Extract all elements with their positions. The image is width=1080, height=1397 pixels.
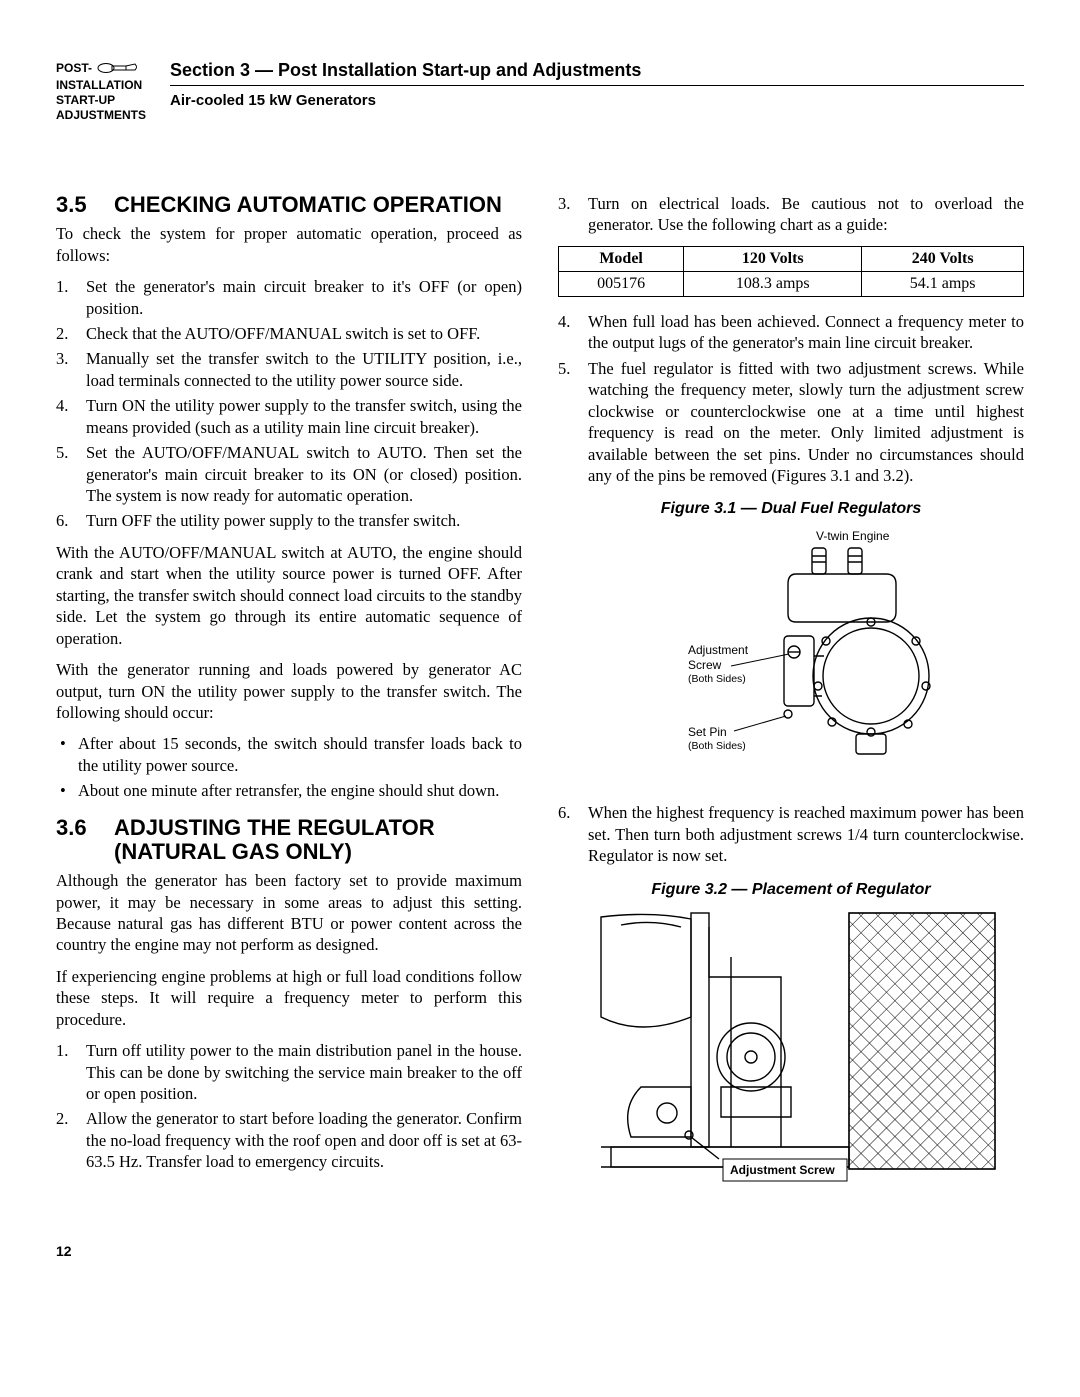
- table-row: Model 120 Volts 240 Volts: [559, 246, 1024, 271]
- sec35-intro: To check the system for proper automatic…: [56, 223, 522, 266]
- fig-label: Set Pin: [688, 725, 727, 739]
- heading-3-5: 3.5 CHECKING AUTOMATIC OPERATION: [56, 193, 522, 217]
- fig-label: Screw: [688, 658, 722, 672]
- th-model: Model: [559, 246, 684, 271]
- regulator-diagram-icon: V-twin Engine Adjustment Screw (Both Sid…: [626, 526, 956, 786]
- figure-3-1: V-twin Engine Adjustment Screw (Both Sid…: [558, 526, 1024, 786]
- badge-l4: ADJUSTMENTS: [56, 108, 146, 122]
- sec36-p1: Although the generator has been factory …: [56, 870, 522, 956]
- heading-title: ADJUSTING THE REGULATOR (NATURAL GAS ONL…: [114, 816, 522, 864]
- list-item: About one minute after retransfer, the e…: [56, 780, 522, 801]
- placement-diagram-icon: Adjustment Screw: [581, 907, 1001, 1197]
- sec35-bullets: After about 15 seconds, the switch shoul…: [56, 733, 522, 801]
- sec35-p2: With the generator running and loads pow…: [56, 659, 522, 723]
- table-row: 005176 108.3 amps 54.1 amps: [559, 271, 1024, 296]
- header-text: Section 3 — Post Installation Start-up a…: [170, 60, 1024, 109]
- badge-l2: INSTALLATION: [56, 78, 142, 92]
- heading-num: 3.5: [56, 193, 114, 217]
- list-item: After about 15 seconds, the switch shoul…: [56, 733, 522, 776]
- fig-label: Adjustment: [688, 643, 749, 657]
- heading-3-6: 3.6 ADJUSTING THE REGULATOR (NATURAL GAS…: [56, 816, 522, 864]
- section-title: Section 3 — Post Installation Start-up a…: [170, 60, 1024, 86]
- screwdriver-icon: [97, 60, 137, 78]
- subtitle: Air-cooled 15 kW Generators: [170, 92, 1024, 109]
- th-120v: 120 Volts: [684, 246, 862, 271]
- page-number: 12: [56, 1243, 1024, 1259]
- fig2-label: Adjustment Screw: [730, 1163, 835, 1177]
- side-badge: POST- INSTALLATION START-UP ADJUSTMENTS: [56, 60, 146, 123]
- list-item: Set the AUTO/OFF/MANUAL switch to AUTO. …: [56, 442, 522, 506]
- fig-label: (Both Sides): [688, 740, 746, 752]
- sec36-steps-b: When full load has been achieved. Connec…: [558, 311, 1024, 487]
- list-item: The fuel regulator is fitted with two ad…: [558, 358, 1024, 487]
- heading-title: CHECKING AUTOMATIC OPERATION: [114, 193, 522, 217]
- sec35-p1: With the AUTO/OFF/MANUAL switch at AUTO,…: [56, 542, 522, 649]
- badge-l1: POST-: [56, 61, 92, 75]
- list-item: Turn on electrical loads. Be cautious no…: [558, 193, 1024, 236]
- sec36-steps-a: Turn off utility power to the main distr…: [56, 1040, 522, 1173]
- td-240v: 54.1 amps: [862, 271, 1024, 296]
- badge-l3: START-UP: [56, 93, 115, 107]
- sec36-step6: When the highest frequency is reached ma…: [558, 802, 1024, 866]
- fig1-caption: Figure 3.1 — Dual Fuel Regulators: [558, 500, 1024, 518]
- list-item: Turn OFF the utility power supply to the…: [56, 510, 522, 531]
- content-columns: 3.5 CHECKING AUTOMATIC OPERATION To chec…: [56, 193, 1024, 1213]
- sec35-steps: Set the generator's main circuit breaker…: [56, 276, 522, 532]
- load-table: Model 120 Volts 240 Volts 005176 108.3 a…: [558, 246, 1024, 297]
- sec36-p2: If experiencing engine problems at high …: [56, 966, 522, 1030]
- fig2-caption: Figure 3.2 — Placement of Regulator: [558, 881, 1024, 899]
- list-item: Set the generator's main circuit breaker…: [56, 276, 522, 319]
- list-item: Check that the AUTO/OFF/MANUAL switch is…: [56, 323, 522, 344]
- page-header: POST- INSTALLATION START-UP ADJUSTMENTS …: [56, 60, 1024, 123]
- left-column: 3.5 CHECKING AUTOMATIC OPERATION To chec…: [56, 193, 522, 1213]
- th-240v: 240 Volts: [862, 246, 1024, 271]
- figure-3-2: Adjustment Screw: [558, 907, 1024, 1197]
- fig-label: (Both Sides): [688, 673, 746, 685]
- td-model: 005176: [559, 271, 684, 296]
- td-120v: 108.3 amps: [684, 271, 862, 296]
- list-item: When full load has been achieved. Connec…: [558, 311, 1024, 354]
- list-item: Turn off utility power to the main distr…: [56, 1040, 522, 1104]
- sec36-step3: Turn on electrical loads. Be cautious no…: [558, 193, 1024, 236]
- heading-num: 3.6: [56, 816, 114, 864]
- fig-label: V-twin Engine: [816, 529, 890, 543]
- right-column: Turn on electrical loads. Be cautious no…: [558, 193, 1024, 1213]
- list-item: Turn ON the utility power supply to the …: [56, 395, 522, 438]
- list-item: Manually set the transfer switch to the …: [56, 348, 522, 391]
- list-item: When the highest frequency is reached ma…: [558, 802, 1024, 866]
- list-item: Allow the generator to start before load…: [56, 1108, 522, 1172]
